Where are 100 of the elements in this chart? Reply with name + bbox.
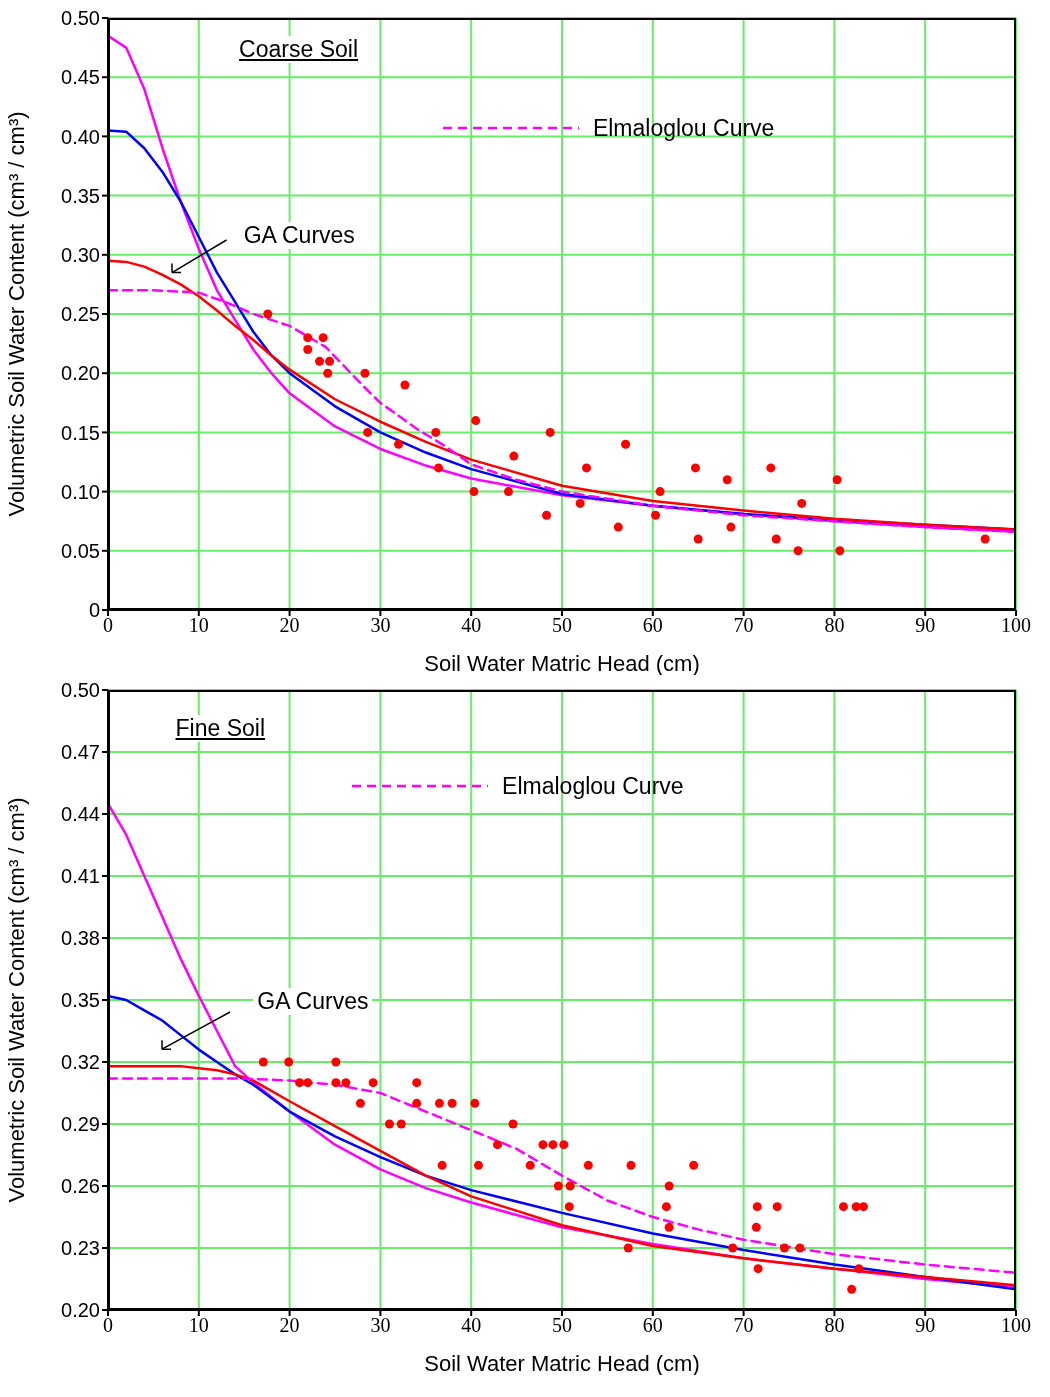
point	[303, 345, 313, 355]
point	[360, 368, 370, 378]
point	[779, 1243, 789, 1253]
point	[538, 1140, 548, 1150]
y-tick-label: 0.47	[61, 741, 100, 764]
point	[838, 1202, 848, 1212]
y-tick-label: 0.25	[61, 303, 100, 326]
point	[980, 534, 990, 544]
point	[325, 356, 335, 366]
point	[752, 1202, 762, 1212]
point	[434, 1098, 444, 1108]
point	[582, 463, 592, 473]
x-tick-label: 50	[552, 1314, 572, 1337]
x-tick-label: 10	[188, 614, 209, 637]
point	[793, 546, 803, 556]
point	[469, 487, 479, 497]
x-axis-title: Soil Water Matric Head (cm)	[424, 651, 700, 676]
annotation: GA Curves	[253, 987, 373, 1015]
point	[858, 1202, 868, 1212]
y-tick-label: 0.30	[61, 243, 100, 266]
x-axis-title: Soil Water Matric Head (cm)	[424, 1351, 700, 1376]
y-axis-title: Volumetric Soil Water Content (cm³ / cm³)	[3, 797, 29, 1203]
x-tick-label: 70	[733, 1314, 754, 1337]
point	[847, 1284, 857, 1294]
y-tick-label: 0.35	[61, 989, 100, 1012]
x-tick-label: 50	[552, 614, 572, 637]
point	[331, 1078, 341, 1088]
point	[447, 1098, 457, 1108]
y-tick-label: 0.45	[61, 66, 100, 89]
x-tick-label: 10	[188, 1314, 209, 1337]
point	[661, 1202, 671, 1212]
point	[548, 1140, 558, 1150]
point	[690, 463, 700, 473]
point	[726, 522, 736, 532]
x-tick-label: 20	[279, 1314, 300, 1337]
point	[508, 1119, 518, 1129]
point	[613, 522, 623, 532]
x-tick-label: 80	[824, 1314, 845, 1337]
point	[795, 1243, 805, 1253]
point	[575, 498, 585, 508]
point	[434, 463, 444, 473]
point	[689, 1160, 699, 1170]
point	[396, 1119, 406, 1129]
point	[753, 1264, 763, 1274]
point	[318, 333, 328, 343]
x-tick-label: 40	[461, 614, 482, 637]
point	[651, 510, 661, 520]
y-tick-label: 0.44	[61, 803, 100, 826]
x-tick-label: 60	[642, 1314, 663, 1337]
point	[263, 309, 273, 319]
y-tick-label: 0.50	[61, 7, 100, 30]
y-tick-label: 0.40	[61, 125, 100, 148]
x-tick-label: 100	[1001, 1314, 1031, 1337]
point	[655, 487, 665, 497]
point	[623, 1243, 633, 1253]
point	[664, 1222, 674, 1232]
x-tick-label: 80	[824, 614, 845, 637]
y-tick-label: 0.50	[61, 679, 100, 702]
y-tick-label: 0.05	[61, 539, 100, 562]
x-tick-label: 60	[642, 614, 663, 637]
point	[331, 1057, 341, 1067]
annotation: GA Curves	[239, 222, 359, 250]
point	[412, 1098, 422, 1108]
x-tick-label: 100	[1001, 614, 1031, 637]
point	[437, 1160, 447, 1170]
point	[621, 439, 631, 449]
point	[693, 534, 703, 544]
point	[509, 451, 519, 461]
point	[542, 510, 552, 520]
point	[751, 1222, 761, 1232]
point	[664, 1181, 674, 1191]
point	[771, 534, 781, 544]
point	[355, 1098, 365, 1108]
point	[412, 1078, 422, 1088]
point	[559, 1140, 569, 1150]
x-tick-label: 40	[461, 1314, 482, 1337]
point	[553, 1181, 563, 1191]
x-tick-label: 90	[915, 1314, 936, 1337]
y-tick-label: 0.23	[61, 1237, 100, 1260]
point	[284, 1057, 294, 1067]
y-tick-label: 0.20	[61, 362, 100, 385]
point	[341, 1078, 351, 1088]
y-tick-label: 0.41	[61, 865, 100, 888]
point	[471, 416, 481, 426]
y-tick-label: 0	[88, 599, 100, 622]
point	[503, 487, 513, 497]
point	[473, 1160, 483, 1170]
y-tick-label: 0.38	[61, 927, 100, 950]
point	[303, 333, 313, 343]
y-tick-label: 0.10	[61, 480, 100, 503]
point	[626, 1160, 636, 1170]
point	[493, 1140, 503, 1150]
point	[583, 1160, 593, 1170]
point	[545, 427, 555, 437]
point	[394, 439, 404, 449]
point	[315, 356, 325, 366]
text: Coarse Soil	[235, 35, 362, 63]
y-tick-label: 0.15	[61, 421, 100, 444]
point	[797, 498, 807, 508]
point	[854, 1264, 864, 1274]
